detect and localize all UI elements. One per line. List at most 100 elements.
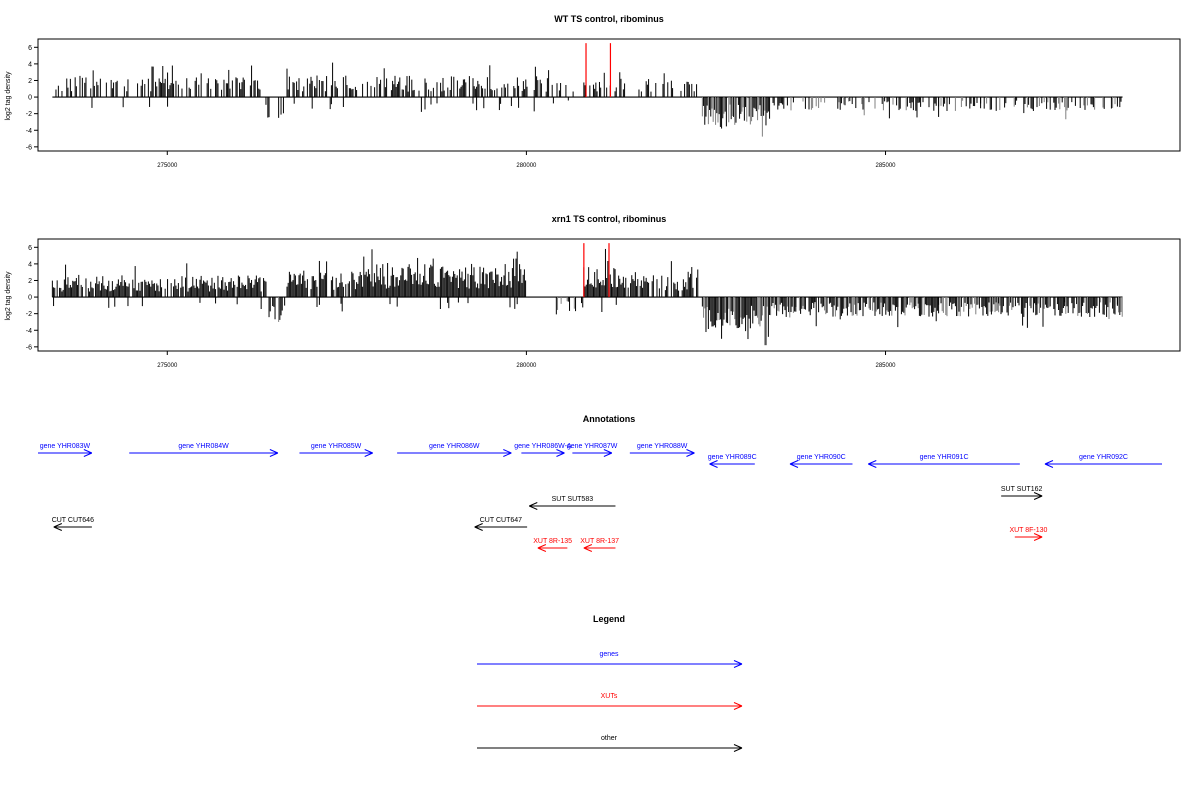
xrn1-ticks: -6 -4 -2 0 2 4 6 275000 280000 285000 xyxy=(26,245,896,369)
legend-label: XUTs xyxy=(601,693,618,700)
y-tick-label: 0 xyxy=(28,295,32,302)
arrowhead xyxy=(603,449,613,454)
xrn1-bars xyxy=(51,248,1123,346)
arrowhead xyxy=(364,452,373,457)
wt-panel-title: WT TS control, ribominus xyxy=(554,14,664,24)
arrowhead xyxy=(474,526,483,531)
arrowhead xyxy=(733,747,743,752)
arrowhead xyxy=(733,744,743,749)
x-tick-label: 280000 xyxy=(516,363,537,369)
wt-y-axis-label: log2 tag density xyxy=(5,71,12,121)
arrowhead xyxy=(537,544,547,549)
wt-plot-frame xyxy=(37,38,1181,152)
x-tick-label: 285000 xyxy=(876,363,897,369)
annotations-track: Annotations gene YHR083W gene YHR084W gene… xyxy=(38,414,1162,552)
wt-coverage-panel: WT TS control, ribominus log2 tag densit… xyxy=(5,14,1181,169)
feature-label: gene YHR084W xyxy=(178,443,229,450)
arrowhead xyxy=(686,452,695,457)
feature-label: gene YHR092C xyxy=(1079,454,1128,461)
arrowhead xyxy=(1044,463,1054,468)
y-tick-label: 4 xyxy=(28,261,32,268)
annotations-title: Annotations xyxy=(583,414,636,424)
arrowhead xyxy=(53,523,63,528)
feature-label: SUT SUT162 xyxy=(1001,486,1043,493)
feature-label: gene YHR086W xyxy=(429,443,480,450)
arrowhead xyxy=(537,547,547,552)
arrowhead xyxy=(868,460,877,465)
legend-title: Legend xyxy=(593,614,625,624)
arrowhead xyxy=(556,449,565,454)
annotation-features: gene YHR083W gene YHR084W gene YHR085W gene… xyxy=(38,443,1162,552)
xrn1-plot-frame xyxy=(37,238,1181,352)
arrowhead xyxy=(503,452,512,457)
feature-label: gene YHR089C xyxy=(708,454,757,461)
xrn1-panel-title: xrn1 TS control, ribominus xyxy=(552,214,667,224)
wt-ticks: -6 -4 -2 0 2 4 6 275000 280000 285000 xyxy=(26,45,896,169)
xrn1-y-axis-label: log2 tag density xyxy=(5,271,12,321)
y-tick-label: -4 xyxy=(26,128,32,135)
arrowhead xyxy=(733,663,743,668)
arrowhead xyxy=(733,702,743,707)
arrowhead xyxy=(686,449,695,454)
feature-label: CUT CUT647 xyxy=(480,517,522,524)
legend-items: genes XUTs other xyxy=(477,651,743,752)
y-tick-label: 2 xyxy=(28,278,32,285)
y-tick-label: 2 xyxy=(28,78,32,85)
arrowhead xyxy=(364,449,373,454)
legend-label: genes xyxy=(599,651,619,658)
feature-label: SUT SUT583 xyxy=(552,496,594,503)
wt-bars xyxy=(52,62,1123,137)
arrowhead xyxy=(474,523,483,528)
feature-label: gene YHR086W-A xyxy=(514,443,572,450)
arrowhead xyxy=(1033,492,1043,497)
feature-label: gene YHR091C xyxy=(920,454,969,461)
legend-label: other xyxy=(601,735,618,742)
legend: Legend genes XUTs other xyxy=(477,614,743,752)
feature-label: gene YHR088W xyxy=(637,443,688,450)
y-tick-label: -4 xyxy=(26,328,32,335)
arrowhead xyxy=(1033,495,1043,500)
arrowhead xyxy=(83,449,93,454)
feature-label: XUT 8R-135 xyxy=(533,538,572,545)
arrowhead xyxy=(709,463,718,468)
arrowhead xyxy=(789,463,799,468)
feature-label: gene YHR085W xyxy=(311,443,362,450)
arrowhead xyxy=(529,505,538,510)
x-tick-label: 275000 xyxy=(157,363,178,369)
arrowhead xyxy=(269,452,279,457)
y-tick-label: -6 xyxy=(26,144,32,151)
y-tick-label: -2 xyxy=(26,311,32,318)
feature-label: gene YHR083W xyxy=(40,443,91,450)
x-tick-label: 280000 xyxy=(516,163,537,169)
arrowhead xyxy=(583,547,593,552)
y-tick-label: 0 xyxy=(28,95,32,102)
arrowhead xyxy=(583,544,593,549)
feature-label: CUT CUT646 xyxy=(52,517,94,524)
arrowhead xyxy=(529,502,538,507)
x-tick-label: 275000 xyxy=(157,163,178,169)
feature-label: gene YHR087W xyxy=(567,443,618,450)
arrowhead xyxy=(733,705,743,710)
feature-label: XUT 8F-130 xyxy=(1009,527,1047,534)
arrowhead xyxy=(269,449,279,454)
arrowhead xyxy=(868,463,877,468)
arrowhead xyxy=(789,460,799,465)
y-tick-label: 6 xyxy=(28,45,32,52)
xrn1-coverage-panel: xrn1 TS control, ribominus log2 tag dens… xyxy=(5,214,1181,369)
arrowhead xyxy=(1033,533,1043,538)
y-tick-label: 6 xyxy=(28,245,32,252)
arrowhead xyxy=(503,449,512,454)
arrowhead xyxy=(733,660,743,665)
xrn1-highlights xyxy=(583,243,610,298)
arrowhead xyxy=(1044,460,1054,465)
x-tick-label: 285000 xyxy=(876,163,897,169)
arrowhead xyxy=(709,460,718,465)
arrowhead xyxy=(603,452,613,457)
arrowhead xyxy=(556,452,565,457)
wt-highlights xyxy=(585,43,612,98)
arrowhead xyxy=(53,526,63,531)
feature-label: XUT 8R-137 xyxy=(580,538,619,545)
arrowhead xyxy=(83,452,93,457)
feature-label: gene YHR090C xyxy=(797,454,846,461)
